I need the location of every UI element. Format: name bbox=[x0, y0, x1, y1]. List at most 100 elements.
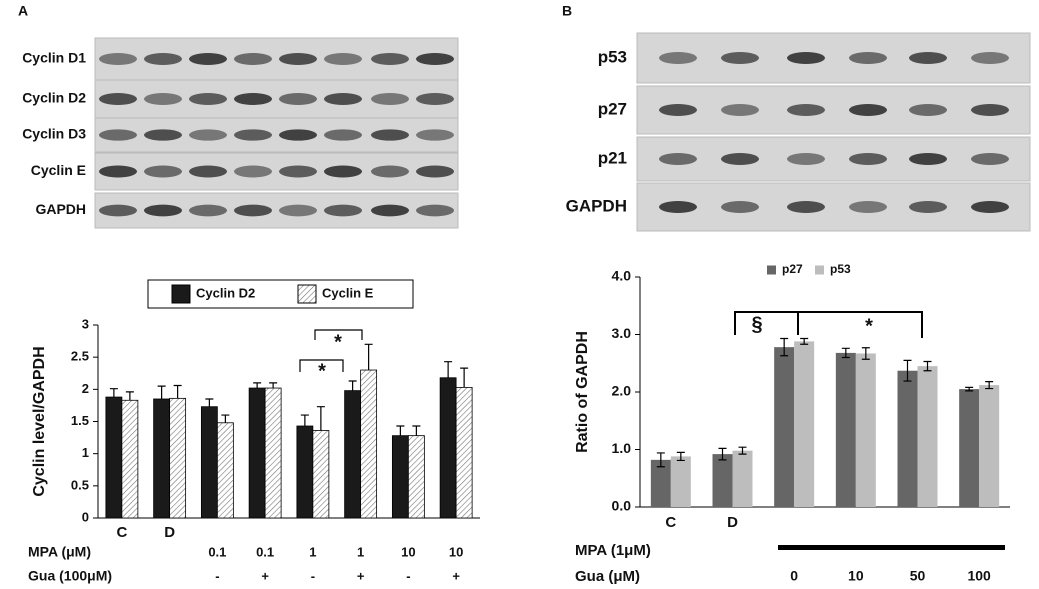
error-bar bbox=[841, 347, 850, 359]
blot-label: Cyclin E bbox=[31, 162, 86, 178]
bar bbox=[794, 341, 815, 507]
x-row-label: MPA (1μM) bbox=[575, 542, 651, 559]
bracket bbox=[734, 311, 799, 335]
blot-band bbox=[416, 129, 454, 141]
blot-band bbox=[849, 153, 887, 165]
bar bbox=[391, 435, 409, 519]
blot-band bbox=[279, 53, 317, 65]
blot-band bbox=[971, 153, 1009, 165]
blot-band bbox=[371, 53, 409, 65]
x-row-value: 0.1 bbox=[208, 544, 226, 559]
x-row-value: + bbox=[357, 568, 365, 583]
error-bar bbox=[412, 425, 421, 436]
blot bbox=[636, 136, 1031, 182]
bar bbox=[216, 422, 234, 519]
blot-band bbox=[371, 165, 409, 178]
x-tick-label: C bbox=[665, 514, 676, 531]
blot-band bbox=[324, 53, 362, 65]
x-row-label: Gua (μM) bbox=[575, 568, 640, 585]
blot-band bbox=[324, 129, 362, 141]
legend-label: Cyclin D2 bbox=[196, 285, 255, 300]
x-tick-label: C bbox=[116, 524, 127, 541]
y-tick-label: 2.0 bbox=[612, 383, 632, 399]
bar bbox=[855, 353, 876, 507]
blot-band bbox=[971, 104, 1009, 116]
x-row-value: 10 bbox=[401, 544, 415, 559]
blot-band bbox=[721, 153, 759, 165]
blot-label: GAPDH bbox=[566, 196, 627, 215]
error-bar bbox=[861, 347, 870, 360]
panel-label: A bbox=[18, 3, 28, 19]
error-bar bbox=[205, 398, 214, 407]
bar bbox=[712, 454, 733, 507]
bar bbox=[774, 347, 795, 507]
bar bbox=[439, 377, 457, 519]
blot-band bbox=[659, 52, 697, 64]
blot-band bbox=[659, 104, 697, 116]
error-bar bbox=[965, 386, 974, 392]
annotation: * bbox=[318, 360, 326, 382]
bracket bbox=[299, 359, 344, 372]
blot-band bbox=[721, 104, 759, 116]
bracket bbox=[314, 329, 363, 340]
blot-band bbox=[416, 53, 454, 65]
legend-swatch bbox=[815, 265, 824, 275]
blot-band bbox=[971, 201, 1009, 213]
blot-band bbox=[909, 201, 947, 213]
blot-band bbox=[144, 53, 182, 65]
y-tick-label: 0.0 bbox=[612, 498, 632, 514]
x-tick-label: D bbox=[164, 524, 175, 541]
blot-band bbox=[234, 204, 272, 217]
blot-band bbox=[721, 52, 759, 64]
y-tick-label: 2 bbox=[82, 381, 89, 396]
y-axis-title: Cyclin level/GAPDH bbox=[31, 346, 48, 496]
blot-band bbox=[234, 129, 272, 141]
x-row-value: 0.1 bbox=[256, 544, 274, 559]
y-tick-label: 1 bbox=[82, 445, 89, 460]
x-row-value: + bbox=[261, 568, 269, 583]
blot-band bbox=[99, 129, 137, 141]
blot-band bbox=[371, 204, 409, 217]
bar bbox=[407, 435, 425, 519]
error-bar bbox=[738, 446, 747, 455]
blot-band bbox=[849, 52, 887, 64]
bracket bbox=[798, 311, 923, 338]
blot-band bbox=[189, 204, 227, 217]
panel-label: B bbox=[562, 3, 572, 19]
legend-label: p53 bbox=[830, 262, 851, 276]
blot-band bbox=[371, 93, 409, 105]
x-row-value: 1 bbox=[309, 544, 316, 559]
treatment-bar bbox=[778, 545, 1005, 550]
error-bar bbox=[718, 447, 727, 461]
bar bbox=[264, 387, 282, 519]
blot-band bbox=[416, 165, 454, 178]
blot-band bbox=[721, 201, 759, 213]
blot-band bbox=[659, 201, 697, 213]
blot-band bbox=[99, 204, 137, 217]
blot-label: p21 bbox=[598, 148, 627, 167]
blot-band bbox=[99, 93, 137, 105]
blot-band bbox=[99, 165, 137, 178]
blot-band bbox=[909, 153, 947, 165]
error-bar bbox=[348, 380, 357, 391]
blot-band bbox=[787, 201, 825, 213]
blot-band bbox=[849, 104, 887, 116]
error-bar bbox=[253, 382, 262, 389]
bar bbox=[897, 370, 918, 507]
blot bbox=[636, 182, 1031, 232]
x-row-value: - bbox=[406, 568, 410, 583]
error-bar bbox=[125, 391, 134, 401]
blot-band bbox=[144, 129, 182, 141]
x-row-value: 50 bbox=[910, 568, 926, 584]
error-bar bbox=[396, 425, 405, 436]
blot-label: Cyclin D1 bbox=[22, 50, 86, 66]
blot-band bbox=[324, 93, 362, 105]
legend-label: Cyclin E bbox=[322, 285, 374, 300]
x-row-value: - bbox=[215, 568, 219, 583]
blot-band bbox=[659, 153, 697, 165]
blot-band bbox=[144, 165, 182, 178]
error-bar bbox=[364, 343, 373, 371]
blot-band bbox=[787, 52, 825, 64]
bar bbox=[248, 387, 266, 519]
